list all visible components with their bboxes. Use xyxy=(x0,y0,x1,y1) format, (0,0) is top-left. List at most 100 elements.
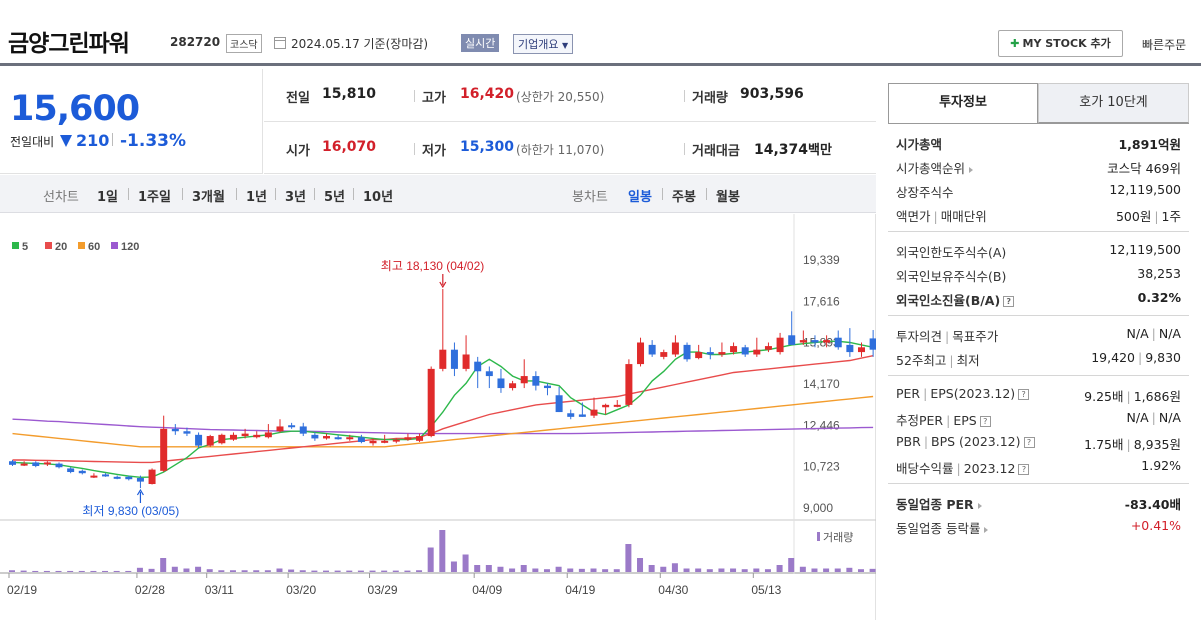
candle-body[interactable] xyxy=(776,337,784,353)
candle-body[interactable] xyxy=(509,383,517,389)
add-mystock-button[interactable]: ✚ MY STOCK 추가 xyxy=(998,30,1123,57)
sector-change-link[interactable]: 동일업종 등락률 xyxy=(896,518,989,537)
candle-body[interactable] xyxy=(730,346,738,353)
candle-body[interactable] xyxy=(381,440,389,443)
tab-3month[interactable]: 3개월 xyxy=(192,190,225,205)
tab-invest-info[interactable]: 투자정보 xyxy=(888,83,1038,123)
candle-body[interactable] xyxy=(718,352,726,355)
candle-body[interactable] xyxy=(311,434,319,439)
candle-body[interactable] xyxy=(427,368,435,437)
candle-body[interactable] xyxy=(357,437,365,443)
tab-orderbook[interactable]: 호가 10단계 xyxy=(1038,83,1189,123)
candle-body[interactable] xyxy=(648,344,656,355)
candle-body[interactable] xyxy=(136,478,144,482)
candle-body[interactable] xyxy=(811,340,819,343)
candle-body[interactable] xyxy=(160,428,168,471)
candle-body[interactable] xyxy=(567,413,575,417)
candle-body[interactable] xyxy=(241,433,249,437)
candle-body[interactable] xyxy=(834,337,842,348)
candle-body[interactable] xyxy=(299,426,307,434)
candle-body[interactable] xyxy=(253,434,261,438)
candle-body[interactable] xyxy=(43,462,51,465)
candle-body[interactable] xyxy=(706,352,714,355)
tab-1year[interactable]: 1년 xyxy=(246,190,268,205)
candle-body[interactable] xyxy=(218,434,226,444)
candle-body[interactable] xyxy=(497,378,505,389)
quick-order-link[interactable]: 빠른주문 xyxy=(1142,38,1187,52)
candle-body[interactable] xyxy=(229,434,237,440)
candlestick-chart[interactable]: 19,339 17,616 15,893 14,170 12,446 10,723 9,00… xyxy=(0,214,876,620)
candle-body[interactable] xyxy=(857,347,865,353)
candle-body[interactable] xyxy=(602,404,610,408)
candle-body[interactable] xyxy=(474,361,482,372)
candle-body[interactable] xyxy=(148,469,156,485)
candle-body[interactable] xyxy=(195,434,203,446)
tab-5year[interactable]: 5년 xyxy=(324,190,346,205)
candle-body[interactable] xyxy=(578,414,586,417)
candle-body[interactable] xyxy=(869,338,876,350)
candle-body[interactable] xyxy=(439,349,447,369)
candle-body[interactable] xyxy=(392,439,400,442)
candle-body[interactable] xyxy=(276,426,284,432)
candle-body[interactable] xyxy=(799,340,807,343)
candle-body[interactable] xyxy=(55,463,63,468)
candle-body[interactable] xyxy=(543,385,551,389)
candle-body[interactable] xyxy=(695,352,703,359)
realtime-button[interactable]: 실시간 xyxy=(461,34,500,52)
candle-body[interactable] xyxy=(9,461,16,465)
candle-body[interactable] xyxy=(450,349,458,369)
tab-3year[interactable]: 3년 xyxy=(285,190,307,205)
candle-body[interactable] xyxy=(416,436,424,441)
candle-body[interactable] xyxy=(590,409,598,416)
candle-body[interactable] xyxy=(555,395,563,413)
candle-body[interactable] xyxy=(113,476,121,479)
candle-body[interactable] xyxy=(264,432,272,438)
company-info-dropdown[interactable]: 기업개요 ▼ xyxy=(513,34,574,54)
candle-body[interactable] xyxy=(462,354,470,369)
tab-monthly[interactable]: 월봉 xyxy=(716,190,740,205)
candle-body[interactable] xyxy=(125,476,133,480)
candle-body[interactable] xyxy=(637,342,645,365)
help-icon[interactable]: ? xyxy=(1018,389,1030,400)
candle-body[interactable] xyxy=(20,463,28,466)
candle-body[interactable] xyxy=(334,437,342,440)
tab-10year[interactable]: 10년 xyxy=(363,190,394,205)
candle-body[interactable] xyxy=(823,340,831,343)
tab-1day[interactable]: 1일 xyxy=(97,190,119,205)
candle-body[interactable] xyxy=(625,364,633,405)
tab-1week[interactable]: 1주일 xyxy=(138,190,171,205)
candle-body[interactable] xyxy=(183,431,191,434)
candle-body[interactable] xyxy=(613,404,621,407)
sector-per-link[interactable]: 동일업종 PER xyxy=(896,494,982,513)
candle-body[interactable] xyxy=(78,470,86,474)
candle-body[interactable] xyxy=(788,335,796,345)
candle-body[interactable] xyxy=(660,352,668,357)
help-icon[interactable]: ? xyxy=(1003,296,1015,307)
candle-body[interactable] xyxy=(846,344,854,353)
candle-body[interactable] xyxy=(764,346,772,350)
candle-body[interactable] xyxy=(753,349,761,355)
candle-body[interactable] xyxy=(346,437,354,440)
candle-body[interactable] xyxy=(102,474,110,477)
candle-body[interactable] xyxy=(67,468,75,473)
candle-body[interactable] xyxy=(532,376,540,386)
candle-body[interactable] xyxy=(741,347,749,355)
candle-body[interactable] xyxy=(369,440,377,444)
help-icon[interactable]: ? xyxy=(1023,437,1035,448)
help-icon[interactable]: ? xyxy=(1018,464,1030,475)
tab-weekly[interactable]: 주봉 xyxy=(672,190,696,205)
candle-body[interactable] xyxy=(683,344,691,360)
candle-body[interactable] xyxy=(485,371,493,377)
help-icon[interactable]: ? xyxy=(979,416,991,427)
candle-body[interactable] xyxy=(288,425,296,428)
tab-daily[interactable]: 일봉 xyxy=(628,190,652,205)
candle-body[interactable] xyxy=(323,436,331,439)
candle-body[interactable] xyxy=(404,437,412,440)
candle-body[interactable] xyxy=(32,462,40,467)
cap-rank-link[interactable]: 시가총액순위 xyxy=(896,158,974,177)
candle-body[interactable] xyxy=(206,436,214,446)
candle-body[interactable] xyxy=(171,428,179,432)
candle-body[interactable] xyxy=(520,376,528,384)
chart-svg[interactable]: 19,339 17,616 15,893 14,170 12,446 10,723 9,00… xyxy=(0,214,876,620)
candle-body[interactable] xyxy=(671,342,679,355)
